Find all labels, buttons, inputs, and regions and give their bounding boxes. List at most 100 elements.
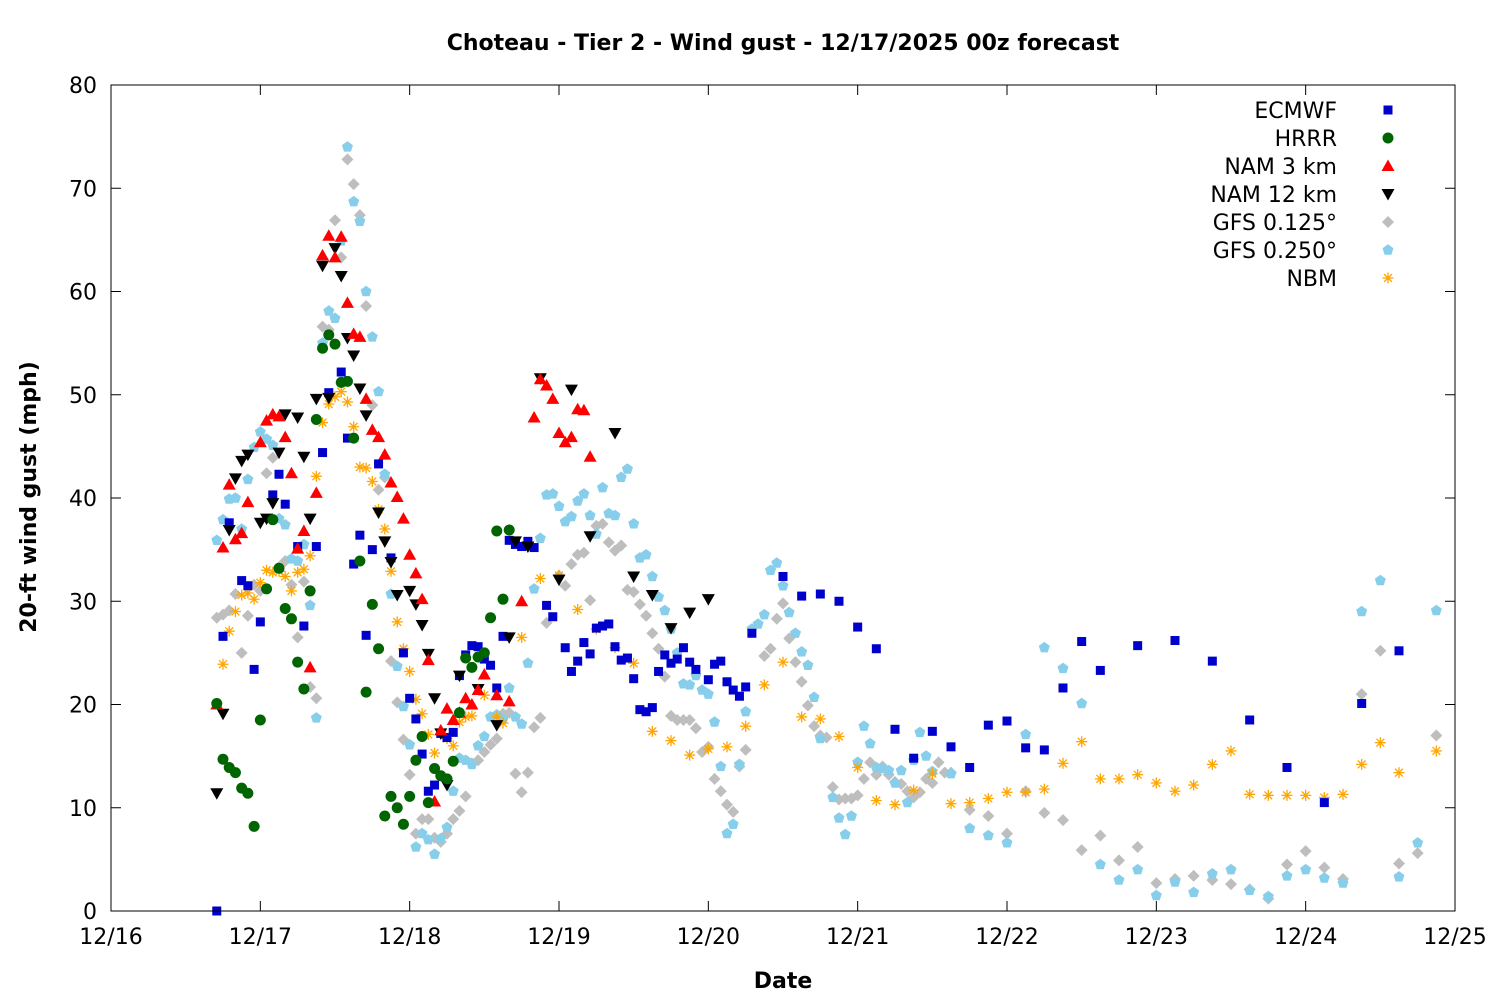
data-point: [429, 747, 441, 759]
data-point: [391, 802, 403, 814]
data-point: [1319, 798, 1329, 808]
data-point: [354, 461, 366, 473]
asterisk-stroke: [218, 659, 228, 669]
data-point: [708, 772, 721, 785]
data-point: [279, 602, 291, 614]
data-point: [429, 848, 441, 859]
asterisk-stroke: [890, 800, 900, 810]
data-point: [741, 682, 751, 692]
data-point: [348, 432, 360, 444]
data-point: [254, 426, 266, 437]
data-point: [621, 463, 633, 474]
data-point: [982, 792, 994, 804]
data-point: [323, 305, 335, 316]
asterisk-stroke: [1383, 273, 1393, 283]
data-point: [795, 675, 808, 688]
data-point: [1281, 870, 1293, 881]
asterisk-stroke: [1170, 786, 1180, 796]
axis-ticks: 0 10 20 30 40 50 60 70 80 12/16 12/17 12/18 12/19 12/…: [69, 74, 1487, 950]
data-point: [963, 803, 976, 816]
data-point: [1150, 889, 1162, 901]
data-point: [851, 789, 864, 802]
data-point: [280, 499, 290, 509]
data-point: [566, 666, 576, 676]
data-point: [1393, 857, 1405, 870]
data-point: [577, 403, 591, 416]
data-point: [635, 705, 645, 715]
data-point: [889, 799, 901, 811]
data-point: [523, 536, 533, 546]
data-point: [833, 812, 845, 823]
data-point: [478, 647, 490, 659]
data-point: [965, 762, 975, 772]
data-point: [1393, 871, 1405, 882]
data-point: [871, 644, 881, 654]
data-point: [598, 621, 608, 631]
data-point: [1355, 688, 1368, 701]
y-tick-label: 70: [69, 177, 97, 202]
data-point: [1001, 786, 1013, 798]
data-point: [733, 758, 745, 770]
data-point: [909, 753, 919, 763]
data-point: [777, 597, 789, 610]
data-point: [627, 571, 641, 583]
y-tick-label: 0: [83, 900, 97, 925]
data-point: [423, 786, 433, 796]
data-point: [335, 386, 347, 398]
data-point: [508, 536, 522, 548]
legend: ECMWF HRRR NAM 3 km NAM 12 km GFS 0.125° GFS …: [1210, 99, 1395, 292]
data-point: [565, 510, 577, 522]
data-point: [758, 608, 770, 620]
data-point: [222, 525, 236, 537]
data-point: [710, 659, 720, 669]
data-point: [516, 631, 528, 643]
data-point: [297, 524, 311, 537]
data-point: [577, 546, 590, 559]
data-point: [272, 447, 286, 460]
data-point: [808, 691, 820, 702]
data-point: [770, 612, 783, 625]
data-point: [1300, 863, 1312, 875]
data-points: [210, 141, 1443, 916]
x-tick-label: 12/22: [975, 925, 1038, 950]
data-point: [1412, 837, 1424, 848]
data-point: [870, 795, 882, 807]
data-point: [297, 575, 310, 588]
data-point: [334, 271, 348, 283]
data-point: [1132, 863, 1144, 875]
data-point: [1281, 858, 1293, 871]
data-point: [560, 643, 570, 653]
data-point: [222, 478, 236, 490]
x-tick-label: 12/25: [1423, 925, 1486, 950]
data-point: [465, 698, 479, 710]
series-gfs-0-125-: [210, 153, 1443, 905]
data-point: [348, 195, 360, 207]
data-point: [460, 652, 472, 664]
data-point: [248, 820, 260, 832]
data-point: [447, 755, 459, 767]
data-point: [253, 517, 267, 530]
data-point: [359, 392, 373, 404]
data-point: [279, 570, 291, 582]
data-point: [758, 649, 771, 662]
data-point: [453, 707, 465, 719]
data-point: [895, 764, 907, 776]
y-axis-title: 20-ft wind gust (mph): [17, 361, 42, 633]
data-point: [349, 559, 359, 569]
data-point: [1170, 635, 1180, 645]
data-point: [385, 565, 397, 577]
data-point: [440, 702, 454, 714]
data-point: [553, 500, 565, 511]
legend-label: GFS 0.125°: [1213, 211, 1337, 236]
data-point: [716, 656, 726, 666]
data-point: [1206, 868, 1218, 879]
data-point: [253, 435, 267, 448]
data-point: [484, 738, 497, 751]
data-point: [372, 507, 386, 519]
data-point: [814, 713, 826, 725]
x-tick-label: 12/17: [229, 925, 292, 950]
data-point: [435, 832, 447, 844]
data-point: [583, 450, 597, 462]
asterisk-stroke: [778, 657, 788, 667]
